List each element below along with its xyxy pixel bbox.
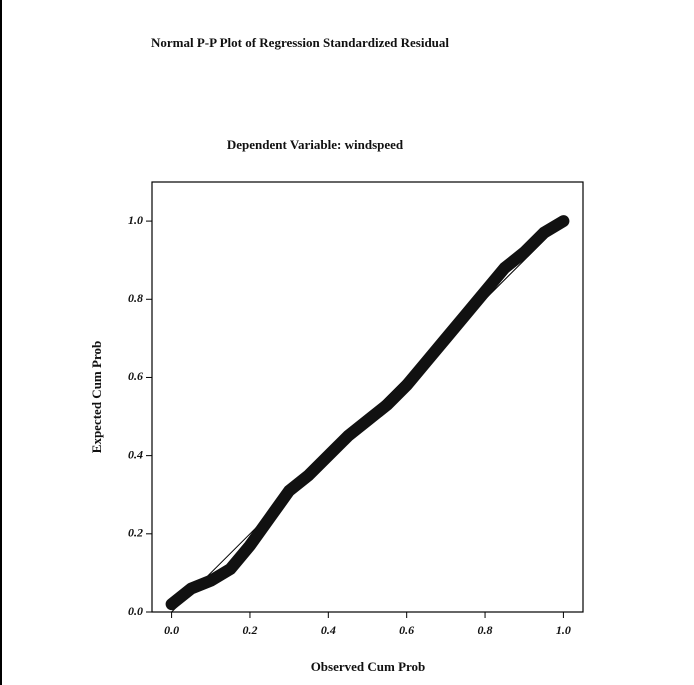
chart-subtitle: Dependent Variable: windspeed bbox=[227, 137, 404, 152]
x-tick-label: 0.4 bbox=[321, 623, 336, 637]
x-tick-label: 0.6 bbox=[399, 623, 414, 637]
data-line bbox=[165, 215, 570, 611]
plot-frame bbox=[151, 181, 584, 613]
y-tick-label: 0.0 bbox=[128, 604, 143, 618]
x-tick-label: 0.2 bbox=[242, 623, 257, 637]
y-tick-label: 0.4 bbox=[128, 447, 143, 461]
y-tick-label: 0.2 bbox=[128, 526, 143, 540]
x-tick-label: 1.0 bbox=[556, 623, 571, 637]
x-tick-label: 0.0 bbox=[164, 623, 179, 637]
y-tick-label: 1.0 bbox=[128, 213, 143, 227]
y-tick-label: 0.8 bbox=[128, 291, 143, 305]
y-axis-label: Expected Cum Prob bbox=[89, 341, 104, 453]
x-axis-label: Observed Cum Prob bbox=[311, 659, 426, 674]
y-tick-label: 0.6 bbox=[128, 369, 143, 383]
chart-title: Normal P-P Plot of Regression Standardiz… bbox=[151, 35, 449, 50]
x-tick-label: 0.8 bbox=[478, 623, 493, 637]
